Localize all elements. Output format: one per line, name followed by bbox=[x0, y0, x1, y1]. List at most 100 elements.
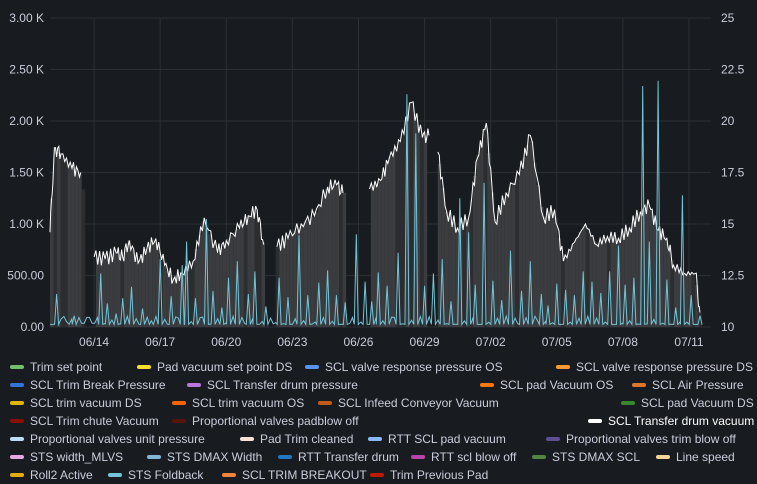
activity-bar bbox=[342, 192, 347, 327]
activity-bar bbox=[564, 255, 569, 327]
activity-bar bbox=[494, 219, 498, 327]
activity-bar bbox=[536, 184, 541, 327]
legend-item[interactable]: Proportional valves padblow off bbox=[172, 412, 359, 430]
activity-bar bbox=[522, 157, 526, 327]
legend-swatch bbox=[147, 454, 161, 459]
legend-item[interactable]: Trim Previous Pad bbox=[370, 466, 488, 484]
legend-item[interactable]: SCL TRIM BREAKOUT bbox=[222, 466, 367, 484]
activity-bar bbox=[187, 265, 192, 327]
activity-bar bbox=[201, 221, 206, 327]
legend-item[interactable]: SCL trim vacuum OS bbox=[172, 394, 304, 412]
legend-item[interactable]: Proportional valves unit pressure bbox=[10, 430, 205, 448]
activity-bar bbox=[131, 249, 135, 327]
x-tick-label: 07/11 bbox=[674, 335, 703, 349]
legend-item[interactable]: RTT SCL pad vacuum bbox=[368, 430, 506, 448]
legend-item[interactable]: Roll2 Active bbox=[10, 466, 93, 484]
activity-bar bbox=[603, 238, 608, 327]
legend-item[interactable]: Proportional valves trim blow off bbox=[546, 430, 736, 448]
series-lines bbox=[49, 80, 703, 327]
legend-item[interactable]: SCL trim vacuum DS bbox=[10, 394, 142, 412]
activity-bar bbox=[585, 228, 590, 327]
legend-label: Proportional valves padblow off bbox=[192, 414, 359, 428]
legend-swatch bbox=[305, 364, 319, 369]
activity-bar bbox=[437, 163, 442, 327]
activity-bar bbox=[659, 233, 664, 327]
legend-item[interactable]: SCL Infeed Conveyor Vacuum bbox=[318, 394, 499, 412]
activity-bar bbox=[74, 170, 79, 327]
y-right-tick-label: 12.5 bbox=[721, 269, 745, 283]
legend-item[interactable]: Pad Trim cleaned bbox=[240, 430, 353, 448]
legend-item[interactable]: SCL pad Vacuum DS bbox=[621, 394, 754, 412]
legend-label: STS Foldback bbox=[128, 468, 204, 482]
legend-item[interactable]: SCL Air Pressure bbox=[632, 376, 744, 394]
legend-item[interactable]: STS DMAX SCL bbox=[532, 448, 640, 466]
legend-item[interactable]: SCL Trim Break Pressure bbox=[10, 376, 166, 394]
activity-bar bbox=[670, 259, 674, 327]
series-line-scl-transfer-drum-vacuum bbox=[437, 122, 701, 313]
legend-item[interactable]: SCL pad Vacuum OS bbox=[480, 376, 613, 394]
activity-bar bbox=[95, 257, 100, 327]
activity-bar bbox=[688, 273, 692, 327]
activity-bar bbox=[451, 222, 456, 327]
activity-bar bbox=[656, 230, 660, 327]
series-line-scl-transfer-drum-vacuum bbox=[49, 145, 82, 233]
legend-swatch bbox=[187, 382, 201, 387]
legend-swatch bbox=[588, 418, 602, 423]
activity-bar bbox=[631, 222, 636, 327]
activity-bar bbox=[236, 228, 241, 327]
x-tick-label: 06/29 bbox=[410, 335, 440, 349]
activity-bar bbox=[571, 244, 576, 327]
legend-item[interactable]: SCL Transfer drum pressure bbox=[187, 376, 358, 394]
legend-label: SCL Transfer drum pressure bbox=[207, 378, 358, 392]
legend-swatch bbox=[222, 472, 236, 477]
activity-bar bbox=[212, 243, 216, 327]
legend-label: SCL TRIM BREAKOUT bbox=[242, 468, 367, 482]
activity-bar bbox=[286, 238, 290, 327]
legend-item[interactable]: SCL valve response pressure DS bbox=[556, 358, 753, 376]
legend-item[interactable]: STS DMAX Width bbox=[147, 448, 262, 466]
legend-swatch bbox=[480, 382, 494, 387]
x-tick-label: 07/02 bbox=[476, 335, 506, 349]
activity-bar bbox=[191, 261, 195, 327]
x-tick-label: 06/23 bbox=[277, 335, 307, 349]
legend-swatch bbox=[172, 418, 186, 423]
legend-item[interactable]: Pad vacuum set point DS bbox=[137, 358, 292, 376]
activity-bar bbox=[547, 213, 551, 327]
legend-swatch bbox=[10, 364, 24, 369]
y-right-tick-label: 17.5 bbox=[721, 166, 745, 180]
legend-item[interactable]: Trim set point bbox=[10, 358, 102, 376]
series-line-sts-foldback bbox=[50, 80, 703, 327]
legend-swatch bbox=[10, 382, 24, 387]
activity-bar bbox=[310, 216, 315, 327]
activity-bar bbox=[138, 260, 142, 327]
activity-bar bbox=[328, 186, 333, 327]
legend-item[interactable]: RTT scl blow off bbox=[411, 448, 516, 466]
activity-bar bbox=[71, 168, 75, 327]
legend-item[interactable]: STS width_MLVS bbox=[10, 448, 123, 466]
legend-swatch bbox=[172, 400, 186, 405]
legend-item[interactable]: SCL Trim chute Vacuum bbox=[10, 412, 159, 430]
activity-bar bbox=[307, 219, 311, 327]
activity-bar bbox=[198, 235, 202, 327]
activity-bar bbox=[339, 190, 343, 327]
legend-item[interactable]: Line speed bbox=[656, 448, 735, 466]
activity-bar bbox=[529, 140, 533, 327]
activity-bar bbox=[293, 230, 297, 327]
legend-item[interactable]: SCL valve response pressure OS bbox=[305, 358, 503, 376]
activity-bar bbox=[525, 144, 530, 327]
activity-bar bbox=[409, 102, 414, 328]
activity-bar bbox=[208, 234, 213, 327]
activity-bar bbox=[113, 253, 117, 327]
legend-item[interactable]: RTT Transfer drum bbox=[278, 448, 399, 466]
activity-bar bbox=[145, 248, 149, 327]
legend-label: SCL valve response pressure OS bbox=[325, 360, 503, 374]
activity-bar bbox=[148, 244, 153, 327]
legend-item[interactable]: SCL Transfer drum vacuum bbox=[588, 412, 754, 430]
legend-item[interactable]: STS Foldback bbox=[108, 466, 203, 484]
legend-label: SCL trim vacuum OS bbox=[192, 396, 305, 410]
activity-bar bbox=[377, 181, 382, 327]
legend-label: SCL pad Vacuum OS bbox=[500, 378, 614, 392]
shaded-activity-bars bbox=[50, 102, 703, 328]
activity-bar bbox=[649, 210, 653, 327]
legend-swatch bbox=[556, 364, 570, 369]
